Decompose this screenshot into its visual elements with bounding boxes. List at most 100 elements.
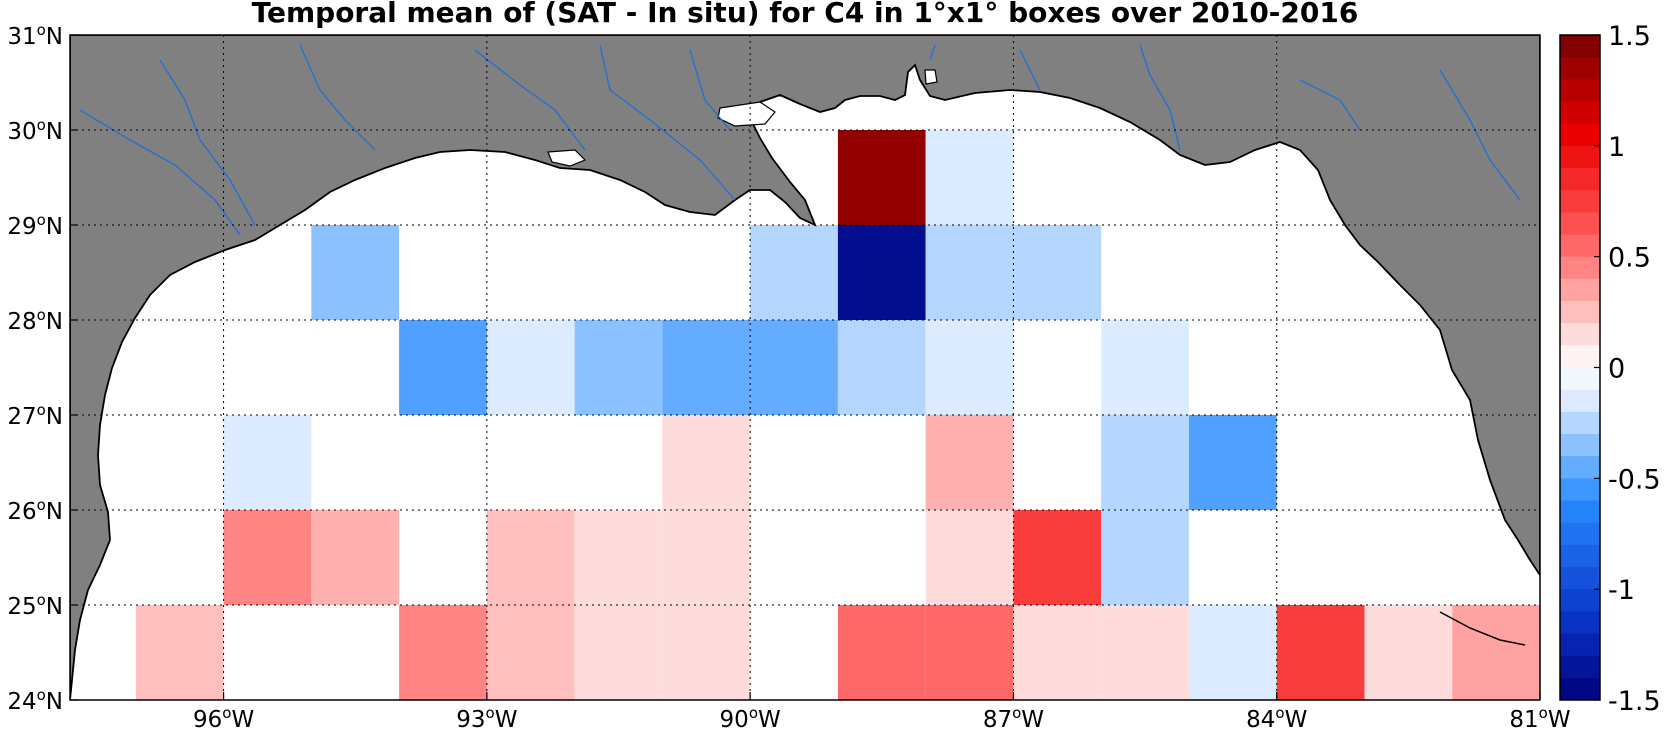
colorbar-swatch [1560,411,1600,435]
colorbar-swatch [1560,212,1600,235]
colorbar-swatch [1560,234,1600,258]
data-cell [837,225,926,320]
data-cell [925,510,1014,605]
x-tick-label: 96oW [193,704,254,730]
data-cell [486,320,575,415]
y-tick-label: 26oN [7,496,63,525]
data-cell [925,415,1014,510]
lake [717,101,776,127]
x-tick-label: 87oW [983,704,1044,730]
y-tick-label: 28oN [7,306,63,335]
data-cell [750,225,838,320]
data-cells [135,130,1540,700]
colorbar-swatch [1560,611,1600,634]
colorbar-swatch [1560,168,1600,191]
colorbar-swatch [1560,256,1600,280]
data-cell [311,510,400,605]
data-cell [311,225,400,320]
data-cell [662,605,751,700]
data-cell [486,510,575,605]
colorbar-tick-label: 0 [1608,354,1625,385]
data-cell [574,605,663,700]
data-cell [223,415,312,510]
keys [1439,611,1526,646]
colorbar-swatch [1560,567,1600,590]
y-tick-label: 25oN [7,591,63,620]
data-cell [1188,605,1277,700]
colorbar-swatch [1560,367,1600,391]
data-cell [1276,605,1365,700]
colorbar-swatch [1560,500,1600,524]
grid-lines [70,35,1540,700]
colorbar: 1.5 1 0.5 0 -0.5 -1 -1.5 [1559,21,1661,717]
colorbar-swatch [1560,278,1600,302]
bay [924,69,938,85]
y-tick-label: 24oN [7,686,63,715]
colorbar-swatch [1560,389,1600,413]
data-cell [662,415,751,510]
data-cell [399,320,487,415]
colorbar-swatch [1560,323,1600,346]
data-cell [1101,320,1189,415]
bay [547,149,587,167]
data-cell [574,510,663,605]
colorbar-swatch [1560,655,1600,679]
data-cell [223,510,312,605]
y-tick-label: 29oN [7,211,63,240]
colorbar-swatch [1560,522,1600,546]
colorbar-swatch [1560,633,1600,657]
data-cell [486,605,575,700]
data-cell [925,130,1014,225]
data-cell [1013,225,1102,320]
colorbar-swatch [1560,478,1600,501]
colorbar-swatch [1560,434,1600,457]
colorbar-tick-label: -0.5 [1608,464,1661,495]
colorbar-swatch [1560,589,1600,612]
x-tick-label: 93oW [456,704,517,730]
data-cell [925,605,1014,700]
data-cell [1364,605,1453,700]
map-area: 96oW 93oW 90oW 87oW 84oW 81oW 24oN 25oN 26oN 27o… [7,21,1570,730]
data-cell [135,605,224,700]
colorbar-tick-label: -1.5 [1608,686,1661,717]
data-cell [1188,415,1277,510]
x-tick-label: 84oW [1246,704,1307,730]
colorbar-swatch [1560,57,1600,80]
chart-title: Temporal mean of (SAT - In situ) for C4 … [252,0,1359,29]
colorbar-swatch [1560,79,1600,102]
data-cell [925,225,1014,320]
colorbar-swatch [1560,677,1600,701]
x-axis-ticks: 96oW 93oW 90oW 87oW 84oW 81oW [193,692,1571,730]
map-frame [69,34,1541,701]
colorbar-tick-label: -1 [1608,575,1635,606]
data-cell [837,130,926,225]
colorbar-swatch [1560,145,1600,169]
y-tick-label: 30oN [7,116,63,145]
colorbar-swatch [1560,456,1600,479]
data-cell [399,605,487,700]
y-tick-label: 31oN [7,21,63,50]
colorbar-swatch [1560,345,1600,368]
x-tick-label: 90oW [720,704,781,730]
data-cell [837,320,926,415]
data-cell [662,510,751,605]
colorbar-swatch [1560,544,1600,568]
data-cell [837,605,926,700]
colorbar-tick-label: 1.5 [1608,21,1651,52]
colorbar-swatch [1560,301,1600,324]
x-tick-label: 81oW [1509,704,1570,730]
data-cell [1013,510,1102,605]
data-cell [925,320,1014,415]
colorbar-swatch [1560,123,1600,147]
y-tick-label: 27oN [7,401,63,430]
data-cell [1013,605,1102,700]
data-cell [1101,510,1189,605]
land-mass [70,35,1540,700]
colorbar-swatches [1560,35,1600,701]
data-cell [1101,605,1189,700]
colorbar-swatch [1560,35,1600,58]
colorbar-swatch [1560,101,1600,125]
colorbar-tick-label: 0.5 [1608,243,1651,274]
y-axis-ticks: 24oN 25oN 26oN 27oN 28oN 29oN 30oN 31oN [7,21,78,715]
